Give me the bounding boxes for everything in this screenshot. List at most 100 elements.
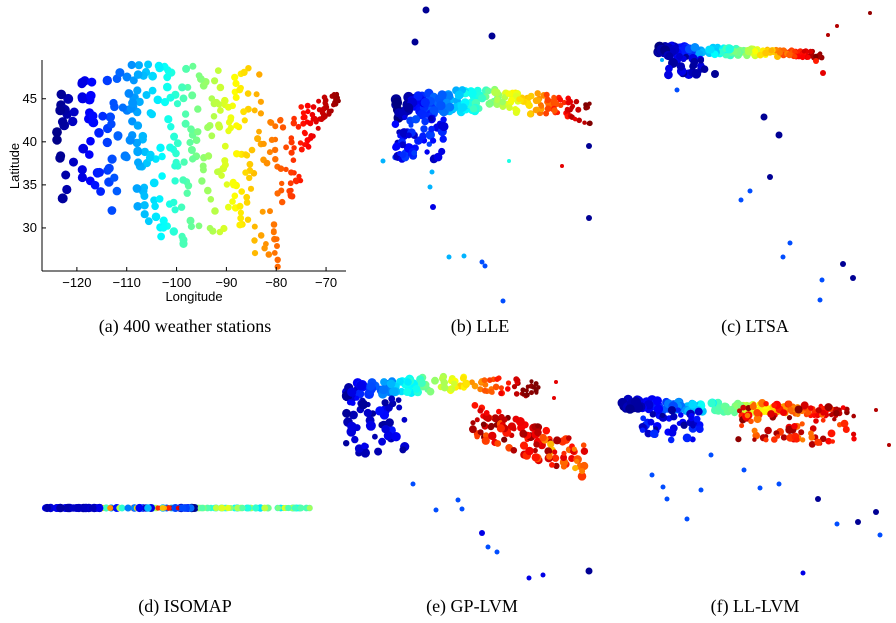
gp-lvm-point — [379, 385, 388, 395]
station-point — [240, 108, 248, 116]
lle-point — [561, 99, 567, 106]
station-point — [283, 144, 289, 151]
station-point — [189, 155, 197, 163]
station-point — [223, 181, 231, 188]
station-point — [178, 83, 187, 92]
lle-point — [572, 116, 578, 122]
ll-lvm-point — [834, 521, 840, 527]
lle-point — [430, 137, 437, 144]
lle-point — [573, 99, 578, 105]
ll-lvm-point — [739, 423, 745, 429]
station-point — [298, 146, 305, 153]
ltsa-point — [820, 70, 826, 76]
gp-lvm-point — [412, 385, 421, 393]
ll-lvm-point — [639, 427, 646, 433]
station-point — [68, 116, 78, 127]
ltsa-point — [787, 240, 793, 246]
station-point — [257, 232, 265, 239]
gp-lvm-point — [477, 407, 484, 414]
gp-lvm-point — [519, 441, 529, 450]
ll-lvm-point — [751, 427, 758, 434]
ll-lvm-point — [640, 415, 647, 422]
gp-lvm-point — [519, 429, 528, 438]
station-point — [182, 64, 191, 73]
station-point — [206, 224, 214, 232]
station-point — [236, 221, 244, 229]
station-point — [297, 140, 304, 146]
station-point — [170, 132, 178, 141]
panel-isomap: (d) ISOMAP — [41, 503, 313, 617]
station-point — [133, 70, 143, 79]
gp-lvm-point — [496, 424, 505, 433]
gp-lvm-point — [551, 454, 560, 462]
gp-lvm-point — [403, 388, 412, 396]
isomap-point — [297, 504, 305, 512]
gp-lvm-point — [481, 377, 488, 384]
station-point — [69, 107, 79, 117]
gp-lvm-point — [488, 431, 497, 441]
gp-lvm-point — [396, 404, 403, 411]
ltsa-point — [840, 261, 846, 267]
station-point — [195, 222, 203, 230]
lle-point — [586, 215, 592, 221]
ll-lvm-point — [708, 452, 714, 458]
gp-lvm-point — [343, 440, 350, 447]
isomap-point — [224, 504, 231, 512]
gp-lvm-point — [494, 549, 500, 555]
station-point — [208, 132, 216, 140]
ltsa-point — [697, 57, 705, 64]
station-point — [288, 187, 294, 194]
caption-f: (f) LL-LVM — [711, 596, 800, 617]
station-point — [107, 206, 117, 215]
gp-lvm-point — [525, 384, 531, 389]
station-point — [153, 95, 163, 105]
ltsa-point — [786, 51, 793, 59]
station-point — [204, 123, 212, 132]
station-point — [110, 173, 119, 182]
station-point — [237, 209, 244, 216]
gp-lvm-point — [462, 379, 470, 387]
ll-lvm-point — [851, 413, 856, 419]
gp-lvm-point — [481, 387, 488, 394]
caption-e: (e) GP-LVM — [426, 596, 518, 617]
gp-lvm-point — [486, 377, 493, 383]
station-point — [274, 256, 281, 263]
gp-lvm-point — [417, 379, 426, 387]
gp-lvm-point — [498, 390, 504, 396]
station-point — [148, 86, 157, 95]
ltsa-points — [653, 11, 872, 303]
lle-point — [403, 103, 414, 113]
station-point — [260, 140, 267, 147]
station-point — [148, 110, 156, 119]
station-point — [179, 176, 187, 184]
ll-lvm-point — [698, 487, 704, 493]
station-point — [251, 237, 258, 244]
ll-lvm-point — [780, 409, 787, 416]
station-point — [215, 123, 224, 131]
station-point — [279, 198, 286, 206]
lle-point — [526, 110, 534, 118]
station-point — [142, 91, 151, 99]
lle-point — [391, 120, 400, 128]
panel-ltsa: (c) LTSA — [653, 11, 872, 337]
ll-lvm-point — [820, 409, 827, 416]
gp-lvm-point — [491, 414, 500, 423]
ll-lvm-point — [877, 532, 883, 538]
ll-lvm-point — [728, 405, 735, 413]
station-point — [133, 202, 142, 211]
station-point — [170, 198, 178, 207]
station-point — [124, 89, 134, 98]
ll-lvm-point — [693, 415, 701, 423]
station-point — [292, 177, 299, 184]
station-point — [155, 195, 164, 203]
ll-lvm-point — [688, 400, 698, 409]
lle-point — [486, 101, 493, 108]
station-point — [86, 136, 95, 146]
ltsa-point — [676, 62, 686, 71]
station-point — [78, 94, 88, 104]
gp-lvm-point — [474, 433, 480, 440]
station-point — [63, 93, 74, 104]
gp-lvm-point — [381, 425, 390, 434]
station-point — [163, 73, 172, 82]
gp-lvm-point — [580, 442, 587, 449]
